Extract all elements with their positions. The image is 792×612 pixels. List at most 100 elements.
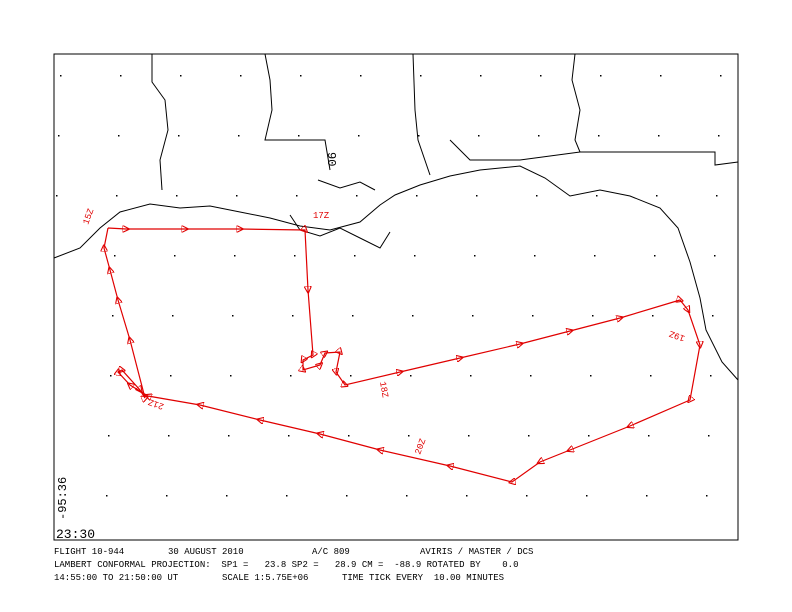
grid-dot (176, 195, 178, 197)
grid-dot (290, 375, 292, 377)
grid-dot (416, 195, 418, 197)
track-time-label: 18Z (377, 381, 390, 399)
track-time-label: 17Z (313, 211, 330, 221)
grid-dot (168, 435, 170, 437)
grid-dot (352, 315, 354, 317)
grid-dot (646, 495, 648, 497)
grid-dot (60, 75, 62, 77)
grid-dot (410, 375, 412, 377)
grid-dot (538, 135, 540, 137)
grid-dot (114, 255, 116, 257)
grid-dot (660, 75, 662, 77)
grid-dot (598, 135, 600, 137)
grid-dot (718, 135, 720, 137)
grid-dot (238, 135, 240, 137)
projection: LAMBERT CONFORMAL PROJECTION: SP1 = 23.8… (54, 560, 518, 570)
grid-dot (658, 135, 660, 137)
grid-dot (714, 255, 716, 257)
grid-dot (118, 135, 120, 137)
grid-dot (356, 195, 358, 197)
grid-dot (58, 135, 60, 137)
grid-dot (120, 75, 122, 77)
grid-dot (480, 75, 482, 77)
grid-dot (592, 315, 594, 317)
grid-dot (470, 375, 472, 377)
time-tick: TIME TICK EVERY 10.00 MINUTES (342, 573, 504, 583)
grid-dot (348, 435, 350, 437)
grid-dot (292, 315, 294, 317)
flight-track (104, 228, 700, 482)
grid-dot (408, 435, 410, 437)
grid-dot (466, 495, 468, 497)
grid-dot (536, 195, 538, 197)
region-label: 90 (324, 152, 338, 166)
grid-dot (300, 75, 302, 77)
grid-dot (236, 195, 238, 197)
grid-dot (648, 435, 650, 437)
grid-dot (588, 435, 590, 437)
grid-dot (652, 315, 654, 317)
grid-dot (350, 375, 352, 377)
grid-dot (594, 255, 596, 257)
grid-dot (596, 195, 598, 197)
scale: SCALE 1:5.75E+06 (222, 573, 308, 583)
grid-dot (656, 195, 658, 197)
grid-dot (720, 75, 722, 77)
time-range: 14:55:00 TO 21:50:00 UT (54, 573, 179, 583)
grid-dot (228, 435, 230, 437)
grid-dot (110, 375, 112, 377)
grid-dot (106, 495, 108, 497)
grid-dot (418, 135, 420, 137)
grid-dot (180, 75, 182, 77)
grid-dot (234, 255, 236, 257)
grid-dot (474, 255, 476, 257)
grid-dot (298, 135, 300, 137)
grid-dot (468, 435, 470, 437)
grid-dot (654, 255, 656, 257)
grid-dot (108, 435, 110, 437)
time-label: 23:30 (56, 527, 95, 542)
grid-dot (226, 495, 228, 497)
grid-dot (534, 255, 536, 257)
grid-dot (116, 195, 118, 197)
grid-dot (590, 375, 592, 377)
grid-dot (586, 495, 588, 497)
grid-dot (294, 255, 296, 257)
grid-dot (478, 135, 480, 137)
grid-dot (174, 255, 176, 257)
grid-dot (600, 75, 602, 77)
grid-dot (354, 255, 356, 257)
grid-dot (56, 195, 58, 197)
grid-dot (112, 315, 114, 317)
grid-dot (476, 195, 478, 197)
grid-dot (532, 315, 534, 317)
grid-dot (708, 435, 710, 437)
grid-dot (412, 315, 414, 317)
longitude-label: -95:36 (56, 477, 70, 520)
flight-date: 30 AUGUST 2010 (168, 547, 244, 557)
grid-dot (240, 75, 242, 77)
grid-dot (706, 495, 708, 497)
grid-dot (472, 315, 474, 317)
grid-dot (286, 495, 288, 497)
flight-id: FLIGHT 10-944 (54, 547, 124, 557)
grid-dot (288, 435, 290, 437)
grid-dot (406, 495, 408, 497)
grid-dot (414, 255, 416, 257)
grid-dot (170, 375, 172, 377)
grid-dot (716, 195, 718, 197)
map-frame (53, 53, 739, 541)
grid-dot (232, 315, 234, 317)
grid-dot (710, 375, 712, 377)
aircraft: A/C 809 (312, 547, 350, 557)
grid-dot (358, 135, 360, 137)
grid-dot (166, 495, 168, 497)
grid-dot (650, 375, 652, 377)
grid-dot (712, 315, 714, 317)
grid-dot (178, 135, 180, 137)
grid-dot (230, 375, 232, 377)
grid-dot (528, 435, 530, 437)
grid-dot (296, 195, 298, 197)
instruments: AVIRIS / MASTER / DCS (420, 547, 533, 557)
